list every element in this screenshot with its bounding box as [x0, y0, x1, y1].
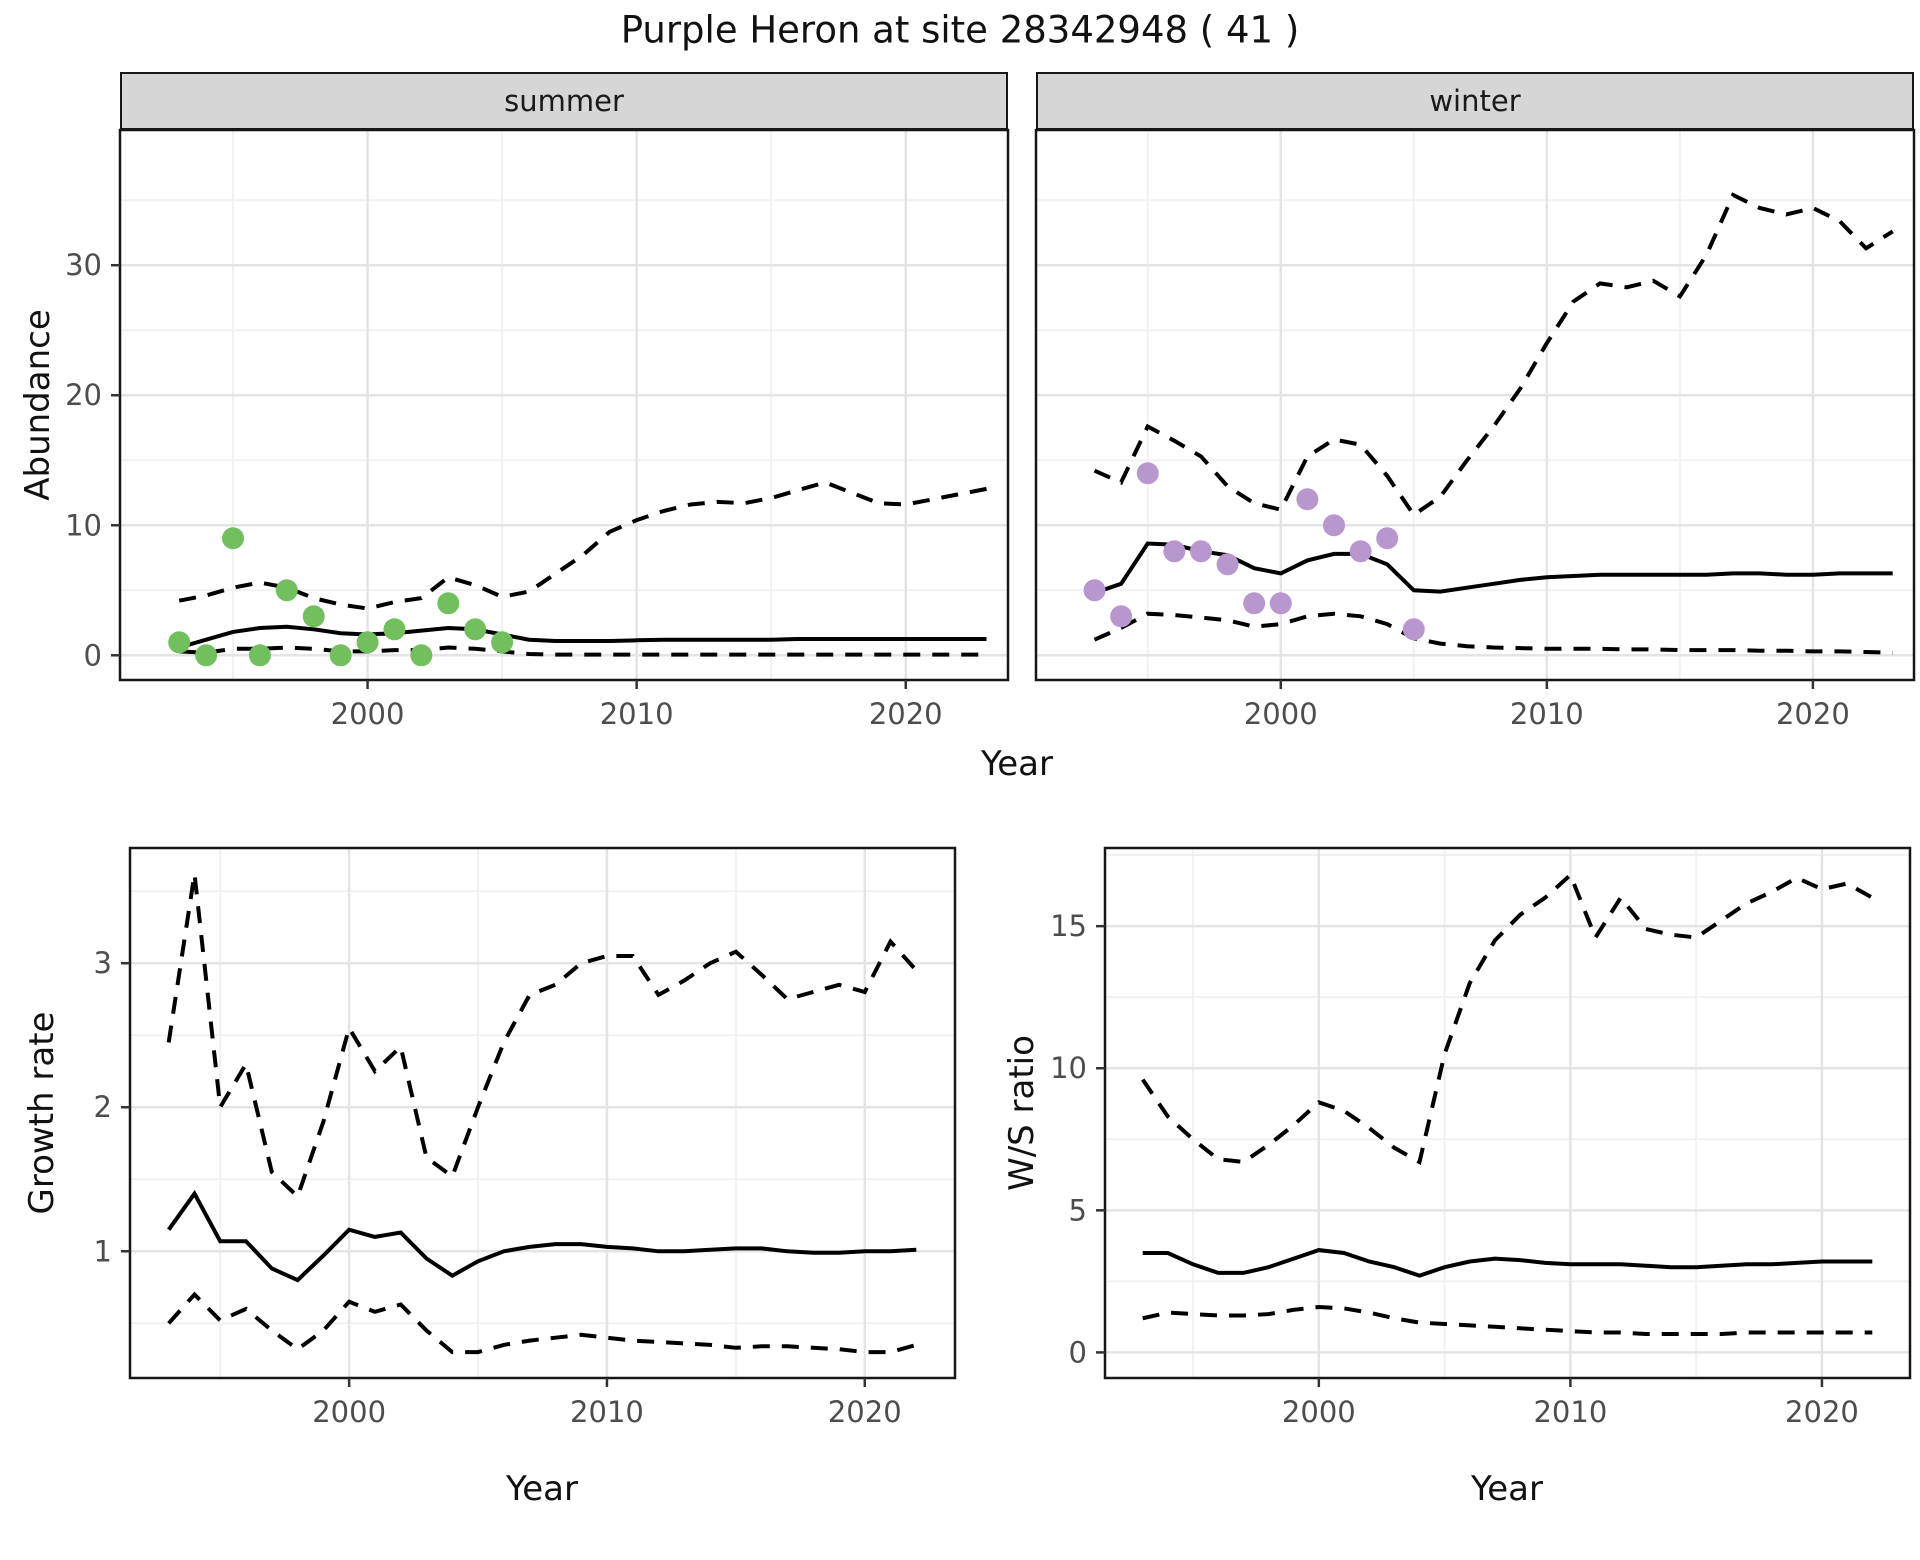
x-tick-label: 2010: [570, 1395, 644, 1429]
summer-observed-counts-point: [464, 618, 487, 641]
facet-strip-winter: winter: [1036, 72, 1914, 130]
ratio-upper-ci-line: [1141, 871, 1874, 1166]
winter-observed-counts-point: [1402, 618, 1425, 641]
x-axis-title-ratio: Year: [1471, 1469, 1543, 1509]
y-tick-label: 0: [84, 638, 102, 672]
plot-title: Purple Heron at site 28342948 ( 41 ): [620, 8, 1300, 52]
winter-observed-counts-point: [1163, 540, 1186, 563]
y-tick-label: 10: [65, 508, 102, 542]
winter-observed-counts-point: [1083, 579, 1106, 602]
y-tick-label: 10: [1050, 1051, 1087, 1085]
x-tick-label: 2010: [1510, 697, 1584, 731]
growth-panel-background: [130, 848, 955, 1378]
summer-observed-counts-point: [329, 644, 352, 667]
x-tick-label: 2020: [1776, 697, 1850, 731]
y-tick-label: 5: [1069, 1193, 1087, 1227]
x-tick-label: 2020: [1785, 1395, 1859, 1429]
growth-panel-border: [128, 846, 957, 1380]
x-tick-label: 2010: [1533, 1395, 1607, 1429]
summer-observed-counts-point: [168, 631, 191, 654]
growth-fit-line: [167, 1189, 917, 1283]
winter-observed-counts-point: [1376, 527, 1399, 550]
facet-strip-summer-label: summer: [504, 84, 624, 118]
x-tick-label: 2000: [331, 697, 405, 731]
ratio-fit-line: [1142, 1248, 1873, 1278]
winter-upper-ci-line: [1093, 192, 1894, 518]
x-tick-label: 2020: [828, 1395, 902, 1429]
ratio-lower-ci-line: [1142, 1304, 1873, 1336]
y-tick-label: 3: [94, 946, 112, 980]
summer-observed-counts-point: [383, 618, 406, 641]
y-tick-label: 2: [94, 1090, 112, 1124]
y-axis-title-growth-rate: Growth rate: [22, 1011, 62, 1215]
y-axis-title-abundance: Abundance: [18, 309, 58, 501]
summer-lower-ci-line: [179, 645, 987, 657]
winter-observed-counts-point: [1216, 553, 1239, 576]
summer-observed-counts-point: [195, 644, 218, 667]
x-tick-label: 2010: [600, 697, 674, 731]
facet-strip-winter-label: winter: [1429, 84, 1521, 118]
y-tick-label: 1: [94, 1234, 112, 1268]
ratio-panel-background: [1105, 848, 1910, 1378]
winter-observed-counts-point: [1296, 488, 1319, 511]
y-tick-label: 15: [1050, 909, 1087, 943]
summer-fit-line: [178, 624, 987, 650]
x-tick-label: 2000: [312, 1395, 386, 1429]
x-axis-title-growth: Year: [506, 1469, 578, 1509]
summer-panel-background: [120, 130, 1008, 680]
winter-panel-border: [1034, 128, 1916, 682]
summer-panel-border: [118, 128, 1010, 682]
x-tick-label: 2000: [1244, 697, 1318, 731]
winter-panel-background: [1036, 130, 1914, 680]
y-tick-label: 0: [1069, 1335, 1087, 1369]
x-tick-label: 2020: [869, 697, 943, 731]
y-axis-title-ws-ratio: W/S ratio: [1002, 1035, 1042, 1191]
winter-observed-counts-point: [1136, 462, 1159, 485]
summer-observed-counts-point: [248, 644, 271, 667]
x-axis-title-top: Year: [981, 744, 1053, 784]
summer-observed-counts-point: [410, 644, 433, 667]
winter-observed-counts-point: [1189, 540, 1212, 563]
summer-observed-counts-point: [437, 592, 460, 615]
y-tick-label: 20: [65, 378, 102, 412]
winter-observed-counts-point: [1269, 592, 1292, 615]
growth-lower-ci-line: [167, 1291, 917, 1355]
summer-observed-counts-point: [302, 605, 325, 628]
summer-observed-counts-point: [275, 579, 298, 602]
winter-observed-counts-point: [1322, 514, 1345, 537]
growth-upper-ci-line: [166, 873, 918, 1201]
facet-strip-summer: summer: [120, 72, 1008, 130]
ratio-panel-border: [1103, 846, 1912, 1380]
winter-observed-counts-point: [1243, 592, 1266, 615]
y-tick-label: 30: [65, 248, 102, 282]
winter-observed-counts-point: [1110, 605, 1133, 628]
summer-observed-counts-point: [356, 631, 379, 654]
summer-observed-counts-point: [222, 527, 245, 550]
winter-observed-counts-point: [1349, 540, 1372, 563]
x-tick-label: 2000: [1282, 1395, 1356, 1429]
winter-lower-ci-line: [1093, 611, 1893, 655]
summer-observed-counts-point: [491, 631, 514, 654]
